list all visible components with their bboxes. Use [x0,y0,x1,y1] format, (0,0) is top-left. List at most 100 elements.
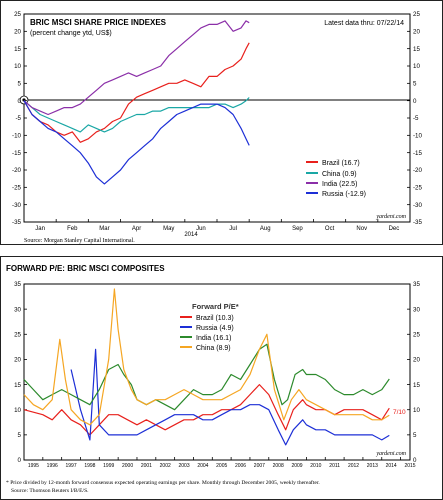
top-year-label: 2014 [184,232,198,238]
series-line-india [23,343,390,411]
bottom-legend-title: Forward P/E* [192,302,239,311]
x-tick-label: 1997 [66,463,77,469]
bottom-chart-frame [0,256,443,500]
top-legend: Brazil (16.7) China (0.9) India (22.5) R… [306,160,366,198]
y-tick-label-right: -35 [413,219,423,226]
x-tick-label: 2012 [348,463,359,469]
bottom-watermark: yardeni.com [375,451,406,457]
legend-label-brazil: Brazil (10.3) [196,315,234,322]
bottom-chart-title: FORWARD P/E: BRIC MSCI COMPOSITES [6,264,165,273]
y-tick-label-right: 25 [413,11,420,18]
y-tick-label-left: 20 [14,357,21,364]
y-tick-label-right: 30 [413,306,420,313]
legend-label-russia: Russia (-12.9) [322,191,366,198]
y-tick-label-right: 20 [413,29,420,36]
x-tick-label: 2003 [178,463,189,469]
x-tick-label: 2015 [404,463,415,469]
y-tick-label-left: 20 [14,29,21,36]
x-tick-label: 2001 [141,463,152,469]
x-tick-label: Jun [196,226,206,232]
x-tick-label: 1998 [84,463,95,469]
top-chart-subtitle: (percent change ytd, US$) [30,30,112,37]
y-tick-label-left: 5 [18,432,22,439]
y-tick-label-right: -25 [413,185,423,192]
y-tick-label-left: 25 [14,331,21,338]
x-tick-label: 1996 [47,463,58,469]
x-tick-label: 2005 [216,463,227,469]
series-line-russia [70,348,390,446]
y-tick-label-right: -20 [413,167,423,174]
y-tick-label-left: 15 [14,382,21,389]
x-tick-label: Apr [132,226,141,232]
x-tick-label: 2013 [367,463,378,469]
x-tick-label: Aug [260,226,271,232]
top-axes: -35 -35 -30 -30 -25 -25 -20 -20 -15 -15 -10 -10 -5 -5… [12,11,422,232]
bottom-chart: FORWARD P/E: BRIC MSCI COMPOSITES 0 0 5 5 10… [0,256,443,500]
x-tick-label: Oct [325,226,335,232]
x-tick-label: Jan [35,226,45,232]
y-tick-label-left: 15 [14,46,21,53]
top-chart-title: BRIC MSCI SHARE PRICE INDEXES [30,18,167,27]
top-source: Source: Morgan Stanley Capital Internati… [24,238,135,244]
top-series [23,20,250,185]
x-tick-label: Sep [292,226,303,232]
x-tick-label: Mar [99,226,109,232]
legend-label-brazil: Brazil (16.7) [322,160,360,167]
bottom-footnote-1: * Price divided by 12-month forward cons… [6,479,320,486]
series-line-russia [23,100,250,185]
legend-label-india: India (22.5) [322,181,357,188]
y-tick-label-left: 0 [18,98,22,105]
bottom-axes: 0 0 5 5 10 10 15 15 20 20 25 25 30 30 35 35 1995 1996 1997… [14,281,420,469]
top-chart-frame [0,0,443,245]
x-tick-label: 2009 [291,463,302,469]
y-tick-label-left: -20 [12,167,22,174]
legend-label-russia: Russia (4.9) [196,325,234,332]
y-tick-label-left: -25 [12,185,22,192]
y-tick-label-right: 20 [413,357,420,364]
bottom-footnote-2: Source: Thomson Reuters I/B/E/S. [11,488,89,494]
y-tick-label-left: -30 [12,202,22,209]
x-tick-label: Nov [356,226,367,232]
legend-label-india: India (16.1) [196,335,231,342]
y-tick-label-right: 15 [413,382,420,389]
y-tick-label-right: -30 [413,202,423,209]
top-chart: BRIC MSCI SHARE PRICE INDEXES (percent c… [0,0,443,245]
y-tick-label-left: -5 [15,115,21,122]
x-tick-label: Feb [67,226,78,232]
y-tick-label-right: 15 [413,46,420,53]
series-line-china [23,288,390,426]
series-line-brazil [23,42,250,143]
x-tick-label: May [163,226,174,232]
y-tick-label-left: 10 [14,407,21,414]
y-tick-label-left: 0 [18,457,22,464]
bottom-end-label: 7/10 [393,409,406,416]
y-tick-label-right: 10 [413,63,420,70]
y-tick-label-right: 25 [413,331,420,338]
bottom-legend: Forward P/E* Brazil (10.3) Russia (4.9) … [180,302,239,352]
x-tick-label: 2004 [197,463,208,469]
top-chart-latest-note: Latest data thru: 07/22/14 [324,20,404,27]
y-tick-label-left: 25 [14,11,21,18]
y-tick-label-right: -10 [413,133,423,140]
y-tick-label-right: 5 [413,432,417,439]
y-tick-label-right: 10 [413,407,420,414]
y-tick-label-left: -15 [12,150,22,157]
x-tick-label: Jul [229,226,237,232]
legend-label-china: China (0.9) [322,171,357,178]
x-tick-label: 1995 [28,463,39,469]
x-tick-label: Dec [389,226,400,232]
x-tick-label: 2002 [160,463,171,469]
x-tick-label: 2008 [273,463,284,469]
x-tick-label: 2000 [122,463,133,469]
y-tick-label-right: 0 [413,98,417,105]
top-watermark: yardeni.com [375,214,406,220]
legend-label-china: China (8.9) [196,345,231,352]
bottom-series [23,288,390,446]
x-tick-label: 2006 [235,463,246,469]
bottom-plot-area [23,283,411,461]
y-tick-label-right: -5 [413,115,419,122]
y-tick-label-left: -35 [12,219,22,226]
y-tick-label-left: 30 [14,306,21,313]
x-tick-label: 2007 [254,463,265,469]
